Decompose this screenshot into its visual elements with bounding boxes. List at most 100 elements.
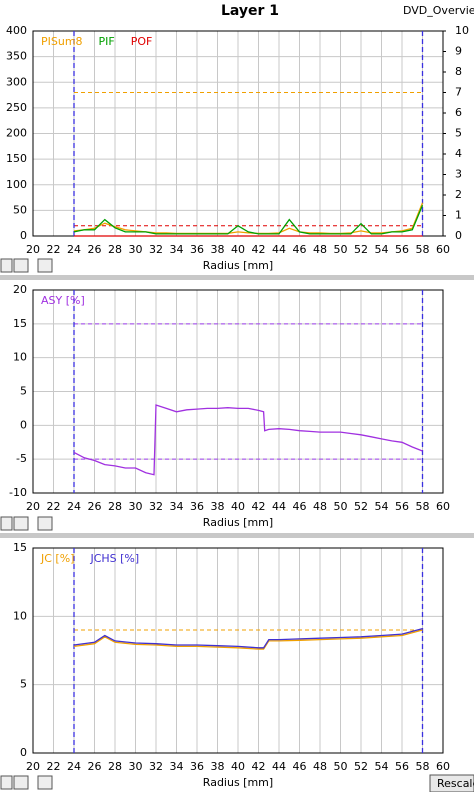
y-tick-label: -5	[16, 452, 27, 465]
x-tick-label: 50	[334, 500, 348, 513]
panel-separator	[0, 533, 474, 538]
y2-tick-label: 3	[455, 168, 462, 181]
x-tick-label: 28	[108, 500, 122, 513]
legend-entry: PIF	[99, 35, 115, 48]
pan-button[interactable]	[37, 775, 53, 790]
rescale-button[interactable]	[429, 774, 474, 792]
y2-tick-label: 6	[455, 106, 462, 119]
tab-label[interactable]: DVD_Overvie	[403, 4, 474, 17]
y-tick-label: 0	[20, 229, 27, 242]
x-tick-label: 52	[354, 760, 368, 773]
x-tick-label: 30	[129, 500, 143, 513]
x-tick-label: 58	[416, 243, 430, 256]
add-button[interactable]	[13, 516, 29, 531]
x-tick-label: 52	[354, 500, 368, 513]
x-tick-label: 56	[395, 243, 409, 256]
x-tick-label: 54	[375, 760, 389, 773]
pan-button[interactable]	[37, 516, 53, 531]
y2-tick-label: 0	[455, 229, 462, 242]
plot-frame	[32, 289, 444, 494]
x-tick-label: 42	[252, 500, 266, 513]
x-tick-label: 50	[334, 243, 348, 256]
x-tick-label: 56	[395, 760, 409, 773]
y2-tick-label: 4	[455, 147, 462, 160]
x-tick-label: 44	[272, 760, 286, 773]
x-tick-label: 46	[293, 243, 307, 256]
legend-entry: JCHS [%]	[89, 552, 139, 565]
x-tick-label: 20	[26, 760, 40, 773]
x-tick-label: 48	[313, 500, 327, 513]
y2-tick-label: 10	[455, 24, 469, 37]
x-tick-label: 40	[231, 500, 245, 513]
y2-tick-label: 1	[455, 209, 462, 222]
x-tick-label: 24	[67, 243, 81, 256]
x-tick-label: 24	[67, 760, 81, 773]
x-tick-label: 32	[149, 243, 163, 256]
y-tick-label: 50	[13, 203, 27, 216]
series-line	[73, 205, 424, 235]
x-tick-label: 42	[252, 760, 266, 773]
y-tick-label: 10	[13, 351, 27, 364]
legend-entry: PISum8	[41, 35, 83, 48]
y-tick-label: 400	[6, 24, 27, 37]
x-tick-label: 34	[170, 760, 184, 773]
y2-tick-label: 5	[455, 127, 462, 140]
x-tick-label: 58	[416, 760, 430, 773]
x-tick-label: 28	[108, 243, 122, 256]
x-tick-label: 52	[354, 243, 368, 256]
y-tick-label: 20	[13, 283, 27, 296]
x-tick-label: 40	[231, 760, 245, 773]
x-tick-label: 38	[211, 243, 225, 256]
y-tick-label: 350	[6, 50, 27, 63]
y-tick-label: 0	[20, 746, 27, 759]
add-button[interactable]	[13, 775, 29, 790]
y2-tick-label: 7	[455, 86, 462, 99]
series-line	[73, 202, 424, 235]
x-tick-label: 56	[395, 500, 409, 513]
layer-title: Layer 1	[221, 3, 279, 19]
y-tick-label: 150	[6, 152, 27, 165]
x-tick-label: 44	[272, 500, 286, 513]
x-tick-label: 46	[293, 760, 307, 773]
y-tick-label: 15	[13, 541, 27, 554]
y2-tick-label: 9	[455, 45, 462, 58]
x-tick-label: 26	[88, 760, 102, 773]
zoom-button[interactable]	[0, 775, 13, 790]
rescale-label[interactable]: Rescale	[437, 777, 474, 790]
y-tick-label: 300	[6, 75, 27, 88]
plot-frame	[32, 547, 444, 754]
series-line	[73, 627, 423, 649]
x-tick-label: 20	[26, 500, 40, 513]
add-button[interactable]	[13, 258, 29, 273]
zoom-button[interactable]	[0, 258, 13, 273]
x-tick-label: 22	[47, 760, 61, 773]
legend-entry: ASY [%]	[41, 294, 85, 307]
x-tick-label: 22	[47, 500, 61, 513]
x-tick-label: 34	[170, 243, 184, 256]
y2-tick-label: 8	[455, 65, 462, 78]
x-tick-label: 38	[211, 760, 225, 773]
x-tick-label: 28	[108, 760, 122, 773]
x-tick-label: 54	[375, 500, 389, 513]
pan-button[interactable]	[37, 258, 53, 273]
x-tick-label: 54	[375, 243, 389, 256]
x-tick-label: 48	[313, 760, 327, 773]
x-tick-label: 22	[47, 243, 61, 256]
x-tick-label: 60	[436, 500, 450, 513]
y-tick-label: 0	[20, 418, 27, 431]
x-tick-label: 38	[211, 500, 225, 513]
series-line	[73, 404, 423, 476]
x-tick-label: 36	[190, 500, 204, 513]
x-tick-label: 42	[252, 243, 266, 256]
x-tick-label: 26	[88, 500, 102, 513]
x-tick-label: 36	[190, 760, 204, 773]
toolbar	[0, 258, 53, 790]
zoom-button[interactable]	[0, 516, 13, 531]
legend-entry: JC [%]	[40, 552, 74, 565]
x-tick-label: 60	[436, 243, 450, 256]
x-axis-title: Radius [mm]	[203, 776, 273, 789]
y-tick-label: 5	[20, 678, 27, 691]
y-tick-label: 5	[20, 385, 27, 398]
